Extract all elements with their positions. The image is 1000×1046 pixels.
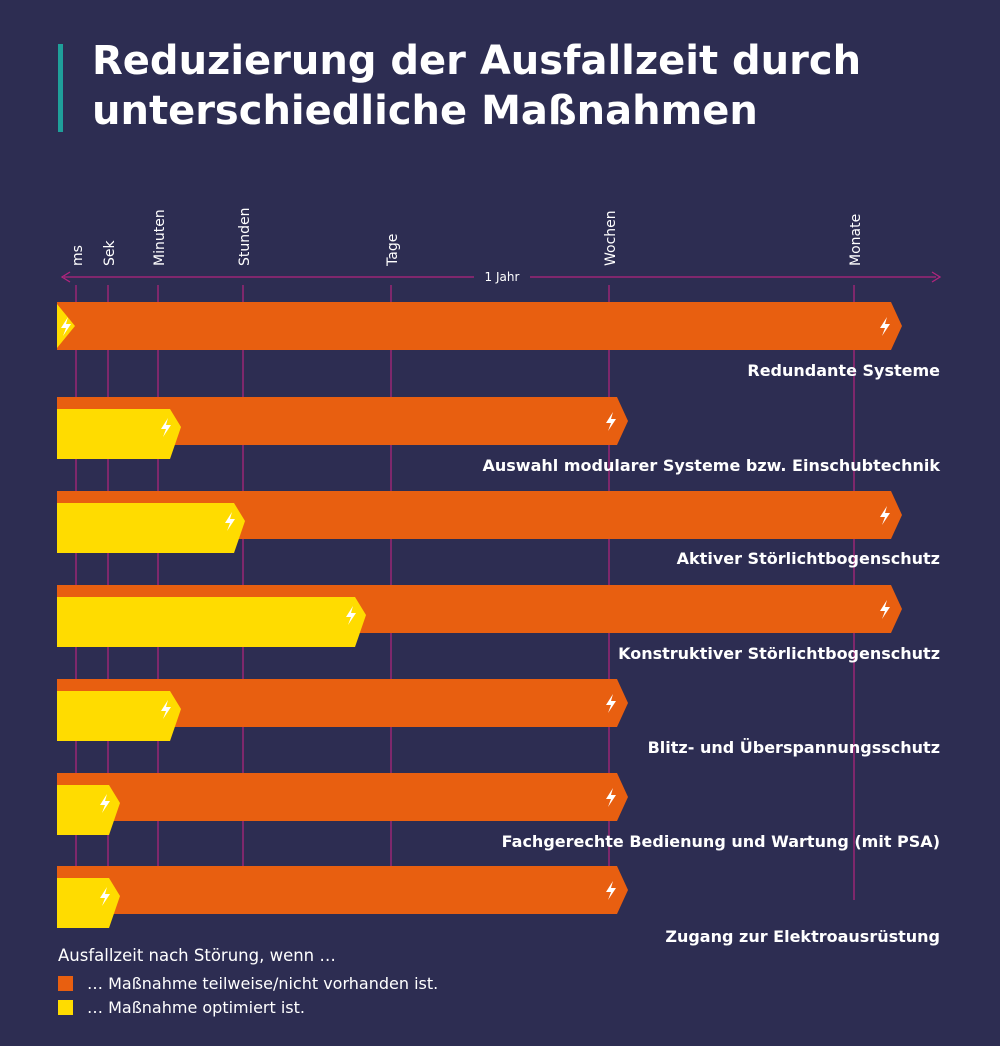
category-label-3: Aktiver Störlichtbogenschutz (677, 549, 940, 568)
category-label-5: Blitz- und Überspannungsschutz (648, 738, 940, 757)
axis-arrow-right (931, 271, 942, 283)
tick-label-stunden: Stunden (237, 208, 253, 267)
tick-label-ms: ms (70, 245, 86, 266)
chart-title-line-2: unterschiedliche Maßnahmen (92, 88, 758, 134)
legend-title: Ausfallzeit nach Störung, wenn … (58, 946, 336, 965)
legend-item-optimized: … Maßnahme optimiert ist. (58, 995, 438, 1019)
bolt-not-present-2 (606, 412, 616, 431)
range-label-bg (474, 268, 530, 286)
legend-item-not-present: … Maßnahme teilweise/nicht vorhanden ist… (58, 971, 438, 995)
bolt-not-present-3 (880, 506, 890, 525)
bolt-optimized-1 (61, 317, 71, 336)
legend-swatch-not-present (58, 975, 73, 991)
legend-label-optimized: … Maßnahme optimiert ist. (87, 997, 305, 1017)
range-label: 1 Jahr (485, 270, 520, 284)
bolt-not-present-5 (606, 694, 616, 713)
category-label-7: Zugang zur Elektroausrüstung (665, 927, 940, 946)
bolt-not-present-4 (880, 600, 890, 619)
bar-not-present-5 (57, 679, 628, 727)
category-label-4: Konstruktiver Störlichtbogenschutz (618, 644, 940, 663)
bar-optimized-6 (57, 785, 120, 835)
tick-label-minuten: Minuten (152, 209, 168, 266)
bolt-not-present-7 (606, 881, 616, 900)
legend-label-not-present: … Maßnahme teilweise/nicht vorhanden ist… (87, 973, 439, 993)
bolt-optimized-6 (100, 794, 110, 813)
bolt-optimized-5 (161, 700, 171, 719)
bolt-not-present-6 (606, 788, 616, 807)
bolt-optimized-2 (161, 418, 171, 437)
category-label-2: Auswahl modularer Systeme bzw. Einschubt… (483, 456, 941, 475)
chart-title: Reduzierung der Ausfallzeit durch unters… (92, 36, 972, 136)
category-label-6: Fachgerechte Bedienung und Wartung (mit … (502, 832, 940, 851)
bolt-not-present-1 (880, 317, 890, 336)
tick-label-monate: Monate (848, 214, 864, 266)
bar-not-present-2 (57, 397, 628, 445)
bolt-optimized-7 (100, 887, 110, 906)
bar-not-present-1 (57, 302, 902, 350)
legend: Ausfallzeit nach Störung, wenn … … Maßna… (58, 946, 438, 1019)
bolt-optimized-4 (346, 606, 356, 625)
bar-optimized-4 (57, 597, 366, 647)
bar-optimized-7 (57, 878, 120, 928)
legend-swatch-optimized (58, 999, 73, 1015)
bolt-optimized-3 (225, 512, 235, 531)
chart-title-line-1: Reduzierung der Ausfallzeit durch (92, 38, 862, 84)
bar-not-present-7 (57, 866, 628, 914)
bar-optimized-5 (57, 691, 181, 741)
title-accent-bar (58, 44, 63, 132)
bar-optimized-3 (57, 503, 245, 553)
bar-optimized-2 (57, 409, 181, 459)
tick-label-sek: Sek (102, 240, 118, 267)
bar-not-present-6 (57, 773, 628, 821)
bar-not-present-3 (57, 491, 902, 539)
tick-label-tage: Tage (385, 234, 401, 267)
category-label-1: Redundante Systeme (747, 361, 940, 380)
tick-label-wochen: Wochen (603, 210, 619, 266)
axis-arrow-left (60, 271, 71, 283)
